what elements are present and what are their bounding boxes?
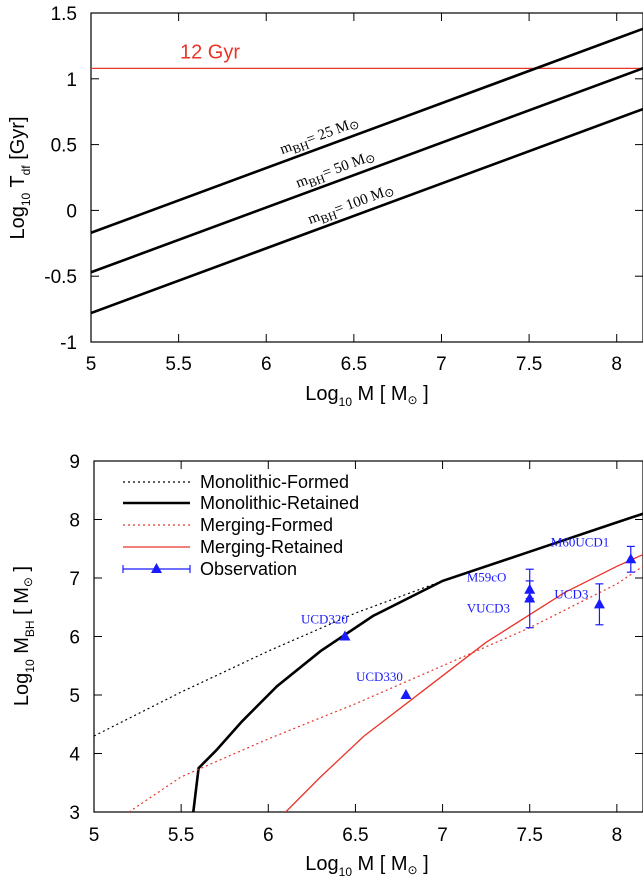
observation-marker bbox=[593, 598, 605, 609]
y-tick-label: 0 bbox=[66, 201, 77, 222]
mbh-label-rest: = 25 M bbox=[304, 118, 351, 148]
mbh-label-sub: BH bbox=[307, 171, 328, 190]
x-label-text: M [ M bbox=[352, 853, 408, 875]
legend-label: Merging-Retained bbox=[200, 537, 343, 557]
x-tick-label: 7 bbox=[436, 354, 447, 375]
y-label-sun: ⊙ bbox=[21, 577, 35, 587]
legend: Monolithic-FormedMonolithic-RetainedMerg… bbox=[122, 472, 359, 579]
y-tick-label: 8 bbox=[69, 511, 80, 532]
y-label-sub: df bbox=[19, 165, 33, 176]
x-tick-label: 5 bbox=[89, 825, 100, 846]
observation-marker bbox=[339, 630, 351, 641]
mbh-label-sub: BH bbox=[319, 208, 340, 227]
legend-label: Observation bbox=[200, 559, 297, 579]
observation-label: UCD320 bbox=[301, 612, 348, 627]
x-label-sub: 10 bbox=[339, 865, 353, 879]
observation-label: M60UCD1 bbox=[551, 534, 610, 549]
y-tick-label: 4 bbox=[69, 745, 80, 766]
plot-frame bbox=[93, 460, 643, 813]
x-tick-label: 6.5 bbox=[342, 825, 368, 846]
age-line-label: 12 Gyr bbox=[180, 41, 240, 63]
x-tick-label: 7 bbox=[437, 825, 448, 846]
legend-label: Merging-Formed bbox=[200, 515, 333, 535]
series-line-merging-retained bbox=[285, 554, 643, 812]
x-tick-label: 5.5 bbox=[165, 354, 191, 375]
x-label-text: M [ M bbox=[352, 383, 408, 405]
y-tick-label: -1 bbox=[60, 333, 77, 354]
x-tick-label: 6 bbox=[263, 825, 274, 846]
x-label-sun: ⊙ bbox=[408, 863, 418, 877]
y-label-text: Log bbox=[7, 206, 29, 239]
y-label-text: M bbox=[11, 637, 33, 659]
mbh-label-rest: = 50 M bbox=[320, 151, 367, 181]
plot-frame bbox=[90, 12, 643, 343]
series-line-merging-formed bbox=[128, 565, 643, 812]
mbh-label-sun: ⊙ bbox=[347, 117, 361, 134]
tdf-line bbox=[90, 27, 643, 234]
panel-dynamical-friction: 5 5.5 6 6.5 7 7.5 8 -1 -0.5 0 0.5 1 1.5 Log10 M [ M⊙ … bbox=[7, 4, 643, 409]
x-tick-label: 5 bbox=[86, 354, 97, 375]
y-tick-label: 1.5 bbox=[51, 4, 77, 25]
observation-label: UCD3 bbox=[554, 586, 588, 601]
tdf-line bbox=[90, 107, 643, 315]
x-tick-label: 8 bbox=[611, 354, 622, 375]
observation-marker bbox=[400, 689, 412, 699]
tdf-line bbox=[90, 67, 643, 274]
x-label-text: Log bbox=[305, 383, 338, 405]
y-tick-label: -0.5 bbox=[44, 267, 77, 288]
y-label-sub: 10 bbox=[19, 192, 33, 206]
legend-label: Monolithic-Retained bbox=[200, 493, 359, 513]
x-axis-label: Log10 M [ M⊙ ] bbox=[305, 383, 428, 409]
mbh-label-m: m bbox=[306, 209, 323, 228]
mbh-label-m: m bbox=[278, 139, 295, 158]
legend-swatch-marker bbox=[151, 563, 162, 573]
y-tick-label: 0.5 bbox=[51, 136, 77, 157]
legend-label: Monolithic-Formed bbox=[200, 472, 349, 492]
observation-label: M59cO bbox=[467, 570, 507, 585]
y-tick-label: 7 bbox=[69, 569, 80, 590]
x-label-sun: ⊙ bbox=[408, 393, 418, 407]
x-tick-label: 6.5 bbox=[341, 354, 367, 375]
y-label-end: [ M bbox=[11, 587, 33, 620]
mbh-label-sub: BH bbox=[291, 138, 312, 157]
observation-marker bbox=[524, 592, 536, 603]
y-tick-label: 3 bbox=[69, 803, 80, 824]
x-axis-label: Log10 M [ M⊙ ] bbox=[305, 853, 428, 879]
y-axis-label: Log10 MBH [ M⊙ ] bbox=[11, 566, 37, 706]
y-label-text: Log bbox=[11, 673, 33, 706]
x-tick-label: 8 bbox=[612, 825, 623, 846]
x-tick-label: 7.5 bbox=[517, 825, 543, 846]
observation-marker bbox=[625, 553, 637, 564]
y-tick-label: 6 bbox=[69, 628, 80, 649]
y-tick-label: 1 bbox=[66, 70, 77, 91]
y-label-end: [Gyr] bbox=[7, 116, 29, 165]
y-axis-label: Log10 Tdf [Gyr] bbox=[7, 116, 33, 239]
curves bbox=[94, 512, 643, 812]
y-label-text: T bbox=[7, 175, 29, 192]
y-tick-label: 5 bbox=[69, 686, 80, 707]
x-label-text: Log bbox=[305, 853, 338, 875]
x-label-sub: 10 bbox=[339, 395, 353, 409]
observation-label: UCD330 bbox=[356, 669, 403, 684]
mbh-label-m: m bbox=[294, 172, 311, 191]
x-tick-label: 5.5 bbox=[168, 825, 194, 846]
y-label-sub: 10 bbox=[23, 659, 37, 673]
x-label-end: ] bbox=[418, 383, 429, 405]
y-label-end: ] bbox=[11, 566, 33, 577]
x-tick-label: 7.5 bbox=[516, 354, 542, 375]
mbh-label-sun: ⊙ bbox=[382, 184, 396, 201]
x-label-end: ] bbox=[418, 853, 429, 875]
x-tick-label: 6 bbox=[261, 354, 272, 375]
y-label-sub: BH bbox=[23, 620, 37, 637]
series-line-monolithic-retained bbox=[192, 512, 643, 812]
observation-label: VUCD3 bbox=[467, 600, 510, 615]
y-tick-label: 9 bbox=[69, 452, 80, 473]
mbh-label-sun: ⊙ bbox=[363, 151, 377, 168]
